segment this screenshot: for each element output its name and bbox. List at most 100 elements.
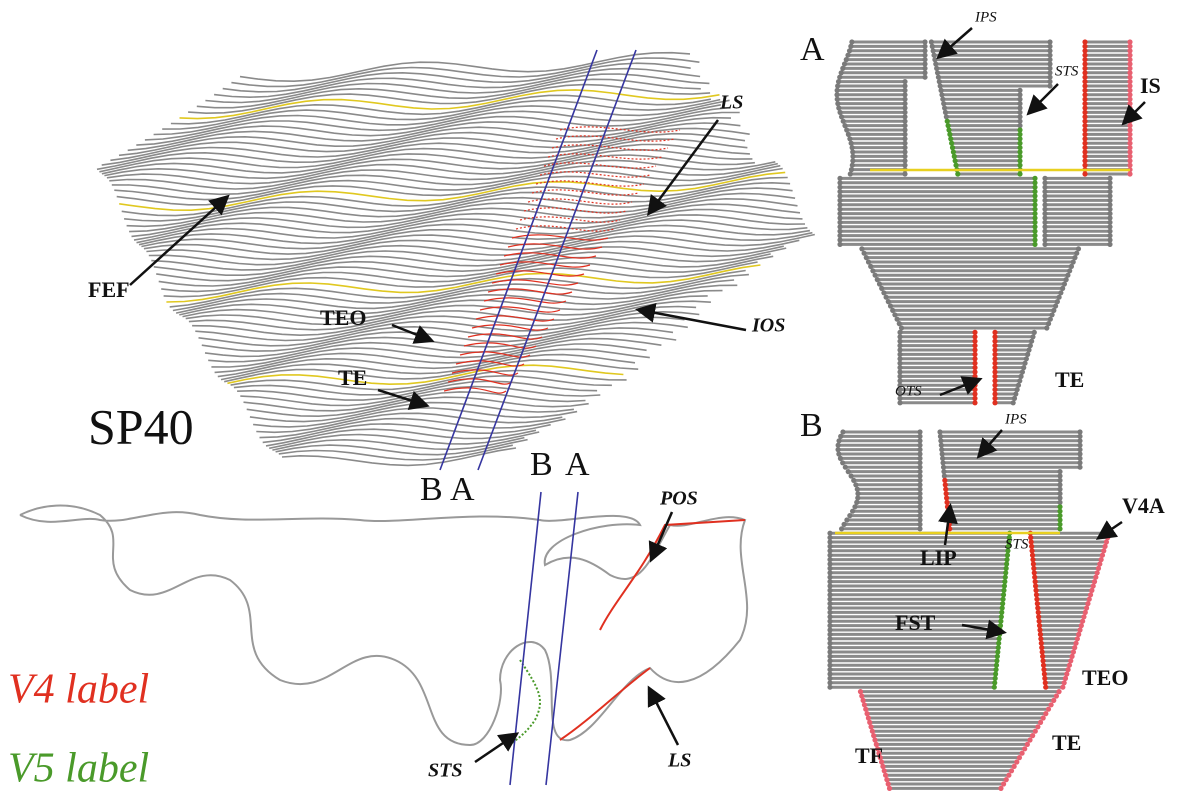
node (879, 286, 884, 291)
section-label: B (530, 446, 553, 483)
node (1032, 242, 1037, 247)
node (942, 473, 947, 478)
node (877, 281, 882, 286)
node (1002, 583, 1007, 588)
node (881, 290, 886, 295)
panel-label: A (800, 31, 825, 68)
label: IPS (974, 9, 997, 25)
node (1043, 680, 1048, 685)
v4-label-trace (560, 520, 745, 740)
node (1092, 579, 1097, 584)
contour (146, 231, 812, 260)
node (892, 312, 897, 317)
node (1003, 575, 1008, 580)
node (1040, 658, 1045, 663)
node (1004, 777, 1009, 782)
node (1079, 623, 1084, 628)
node (1072, 645, 1077, 650)
node (944, 495, 949, 500)
node (837, 75, 842, 80)
node (843, 465, 848, 470)
node (1089, 588, 1094, 593)
node (835, 97, 840, 102)
node (947, 132, 952, 137)
node (836, 105, 841, 110)
node (1000, 605, 1005, 610)
node (1040, 654, 1045, 659)
node (1049, 702, 1054, 707)
panel-label: B (800, 407, 823, 444)
node (864, 711, 869, 716)
node (868, 264, 873, 269)
node (998, 619, 1003, 624)
node (952, 154, 957, 159)
node (1085, 601, 1090, 606)
node (1014, 759, 1019, 764)
node (875, 277, 880, 282)
node (943, 482, 948, 487)
node (1057, 526, 1062, 531)
node (1037, 627, 1042, 632)
node (942, 478, 947, 483)
node (992, 680, 997, 685)
node (1101, 548, 1106, 553)
node (847, 513, 852, 518)
node (931, 53, 936, 58)
node (992, 685, 997, 690)
node (940, 460, 945, 465)
node (1100, 553, 1105, 558)
contour (141, 220, 807, 249)
node (884, 295, 889, 300)
node (850, 145, 855, 150)
node (863, 707, 868, 712)
node (972, 400, 977, 405)
label: IPS (1004, 411, 1027, 427)
node (949, 141, 954, 146)
node (1013, 391, 1018, 396)
node (1036, 614, 1041, 619)
node (1021, 365, 1026, 370)
node (948, 136, 953, 141)
node (941, 469, 946, 474)
node (1102, 544, 1107, 549)
node (836, 79, 841, 84)
node (937, 79, 942, 84)
node (942, 105, 947, 110)
node (1077, 627, 1082, 632)
node (1030, 733, 1035, 738)
node (996, 641, 1001, 646)
contour (109, 160, 775, 189)
label: STS (1005, 536, 1029, 552)
node (940, 97, 945, 102)
node (1046, 707, 1051, 712)
node (922, 75, 927, 80)
node (993, 667, 998, 672)
node (866, 715, 871, 720)
node (998, 623, 1003, 628)
node (1064, 671, 1069, 676)
node (992, 400, 997, 405)
node (993, 676, 998, 681)
figure: SP40 FEF TEO TE LS IOS B A B A POS STS L… (0, 0, 1197, 802)
label: LIP (920, 545, 957, 570)
node (929, 39, 934, 44)
node (995, 649, 1000, 654)
node (1038, 632, 1043, 637)
node (1034, 597, 1039, 602)
node (1031, 561, 1036, 566)
node (1001, 781, 1006, 786)
node (935, 70, 940, 75)
node (933, 61, 938, 66)
label: POS (659, 488, 698, 510)
node (1037, 623, 1042, 628)
node (953, 163, 958, 168)
node (840, 460, 845, 465)
node (1011, 400, 1016, 405)
node (1044, 325, 1049, 330)
node (886, 781, 891, 786)
node (849, 473, 854, 478)
node (1043, 711, 1048, 716)
node (849, 167, 854, 172)
node (1004, 561, 1009, 566)
node (852, 504, 857, 509)
